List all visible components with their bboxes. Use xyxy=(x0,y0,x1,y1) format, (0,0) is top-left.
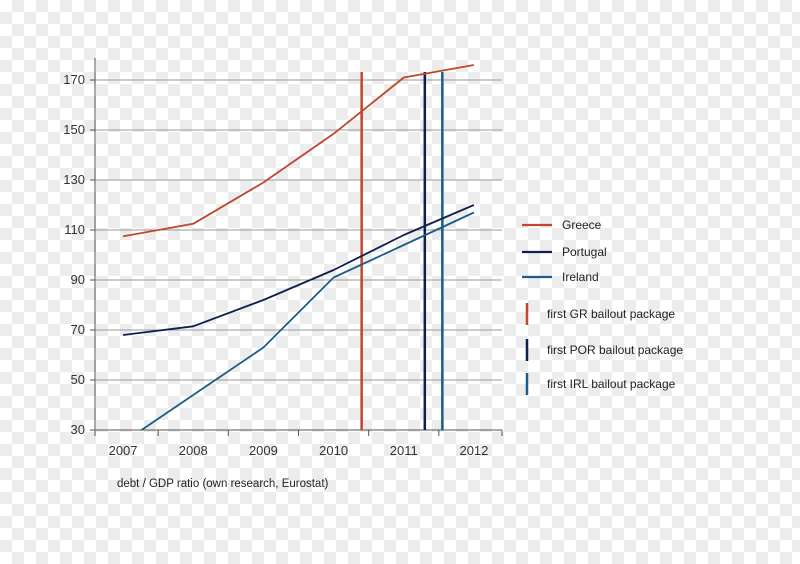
series-line-portugal xyxy=(122,204,475,336)
x-tick-label: 2012 xyxy=(459,443,488,458)
series-line-ireland xyxy=(139,211,475,430)
y-tick-label: 70 xyxy=(71,322,85,337)
bailout-event-lines xyxy=(360,72,444,430)
axes xyxy=(90,58,503,436)
x-tick-label: 2010 xyxy=(319,443,348,458)
legend-event-label: first IRL bailout package xyxy=(547,377,676,391)
y-tick-label: 130 xyxy=(63,172,85,187)
x-tick-label: 2011 xyxy=(390,443,418,458)
x-tick-labels: 2007 2008 2009 2010 2011 2012 xyxy=(109,443,489,458)
legend-label: Greece xyxy=(562,218,602,232)
y-tick-labels: 30 50 70 90 110 130 150 170 xyxy=(63,72,85,437)
legend: Greece Portugal Ireland first GR bailout pa… xyxy=(522,218,683,395)
legend-event-label: first GR bailout package xyxy=(547,307,675,321)
y-tick-label: 150 xyxy=(63,122,85,137)
series-lines xyxy=(122,64,475,430)
y-tick-label: 50 xyxy=(71,372,85,387)
y-tick-label: 30 xyxy=(71,422,85,437)
x-tick-label: 2009 xyxy=(249,443,278,458)
y-tick-label: 110 xyxy=(64,222,85,237)
y-tick-label: 90 xyxy=(71,272,85,287)
x-tick-label: 2007 xyxy=(109,443,138,458)
y-tick-label: 170 xyxy=(63,72,85,87)
legend-label: Ireland xyxy=(562,270,599,284)
series-line-greece xyxy=(122,64,475,238)
x-axis-label: debt / GDP ratio (own research, Eurostat… xyxy=(117,478,329,490)
legend-event-label: first POR bailout package xyxy=(547,343,683,357)
legend-label: Portugal xyxy=(562,245,607,259)
x-tick-label: 2008 xyxy=(179,443,208,458)
